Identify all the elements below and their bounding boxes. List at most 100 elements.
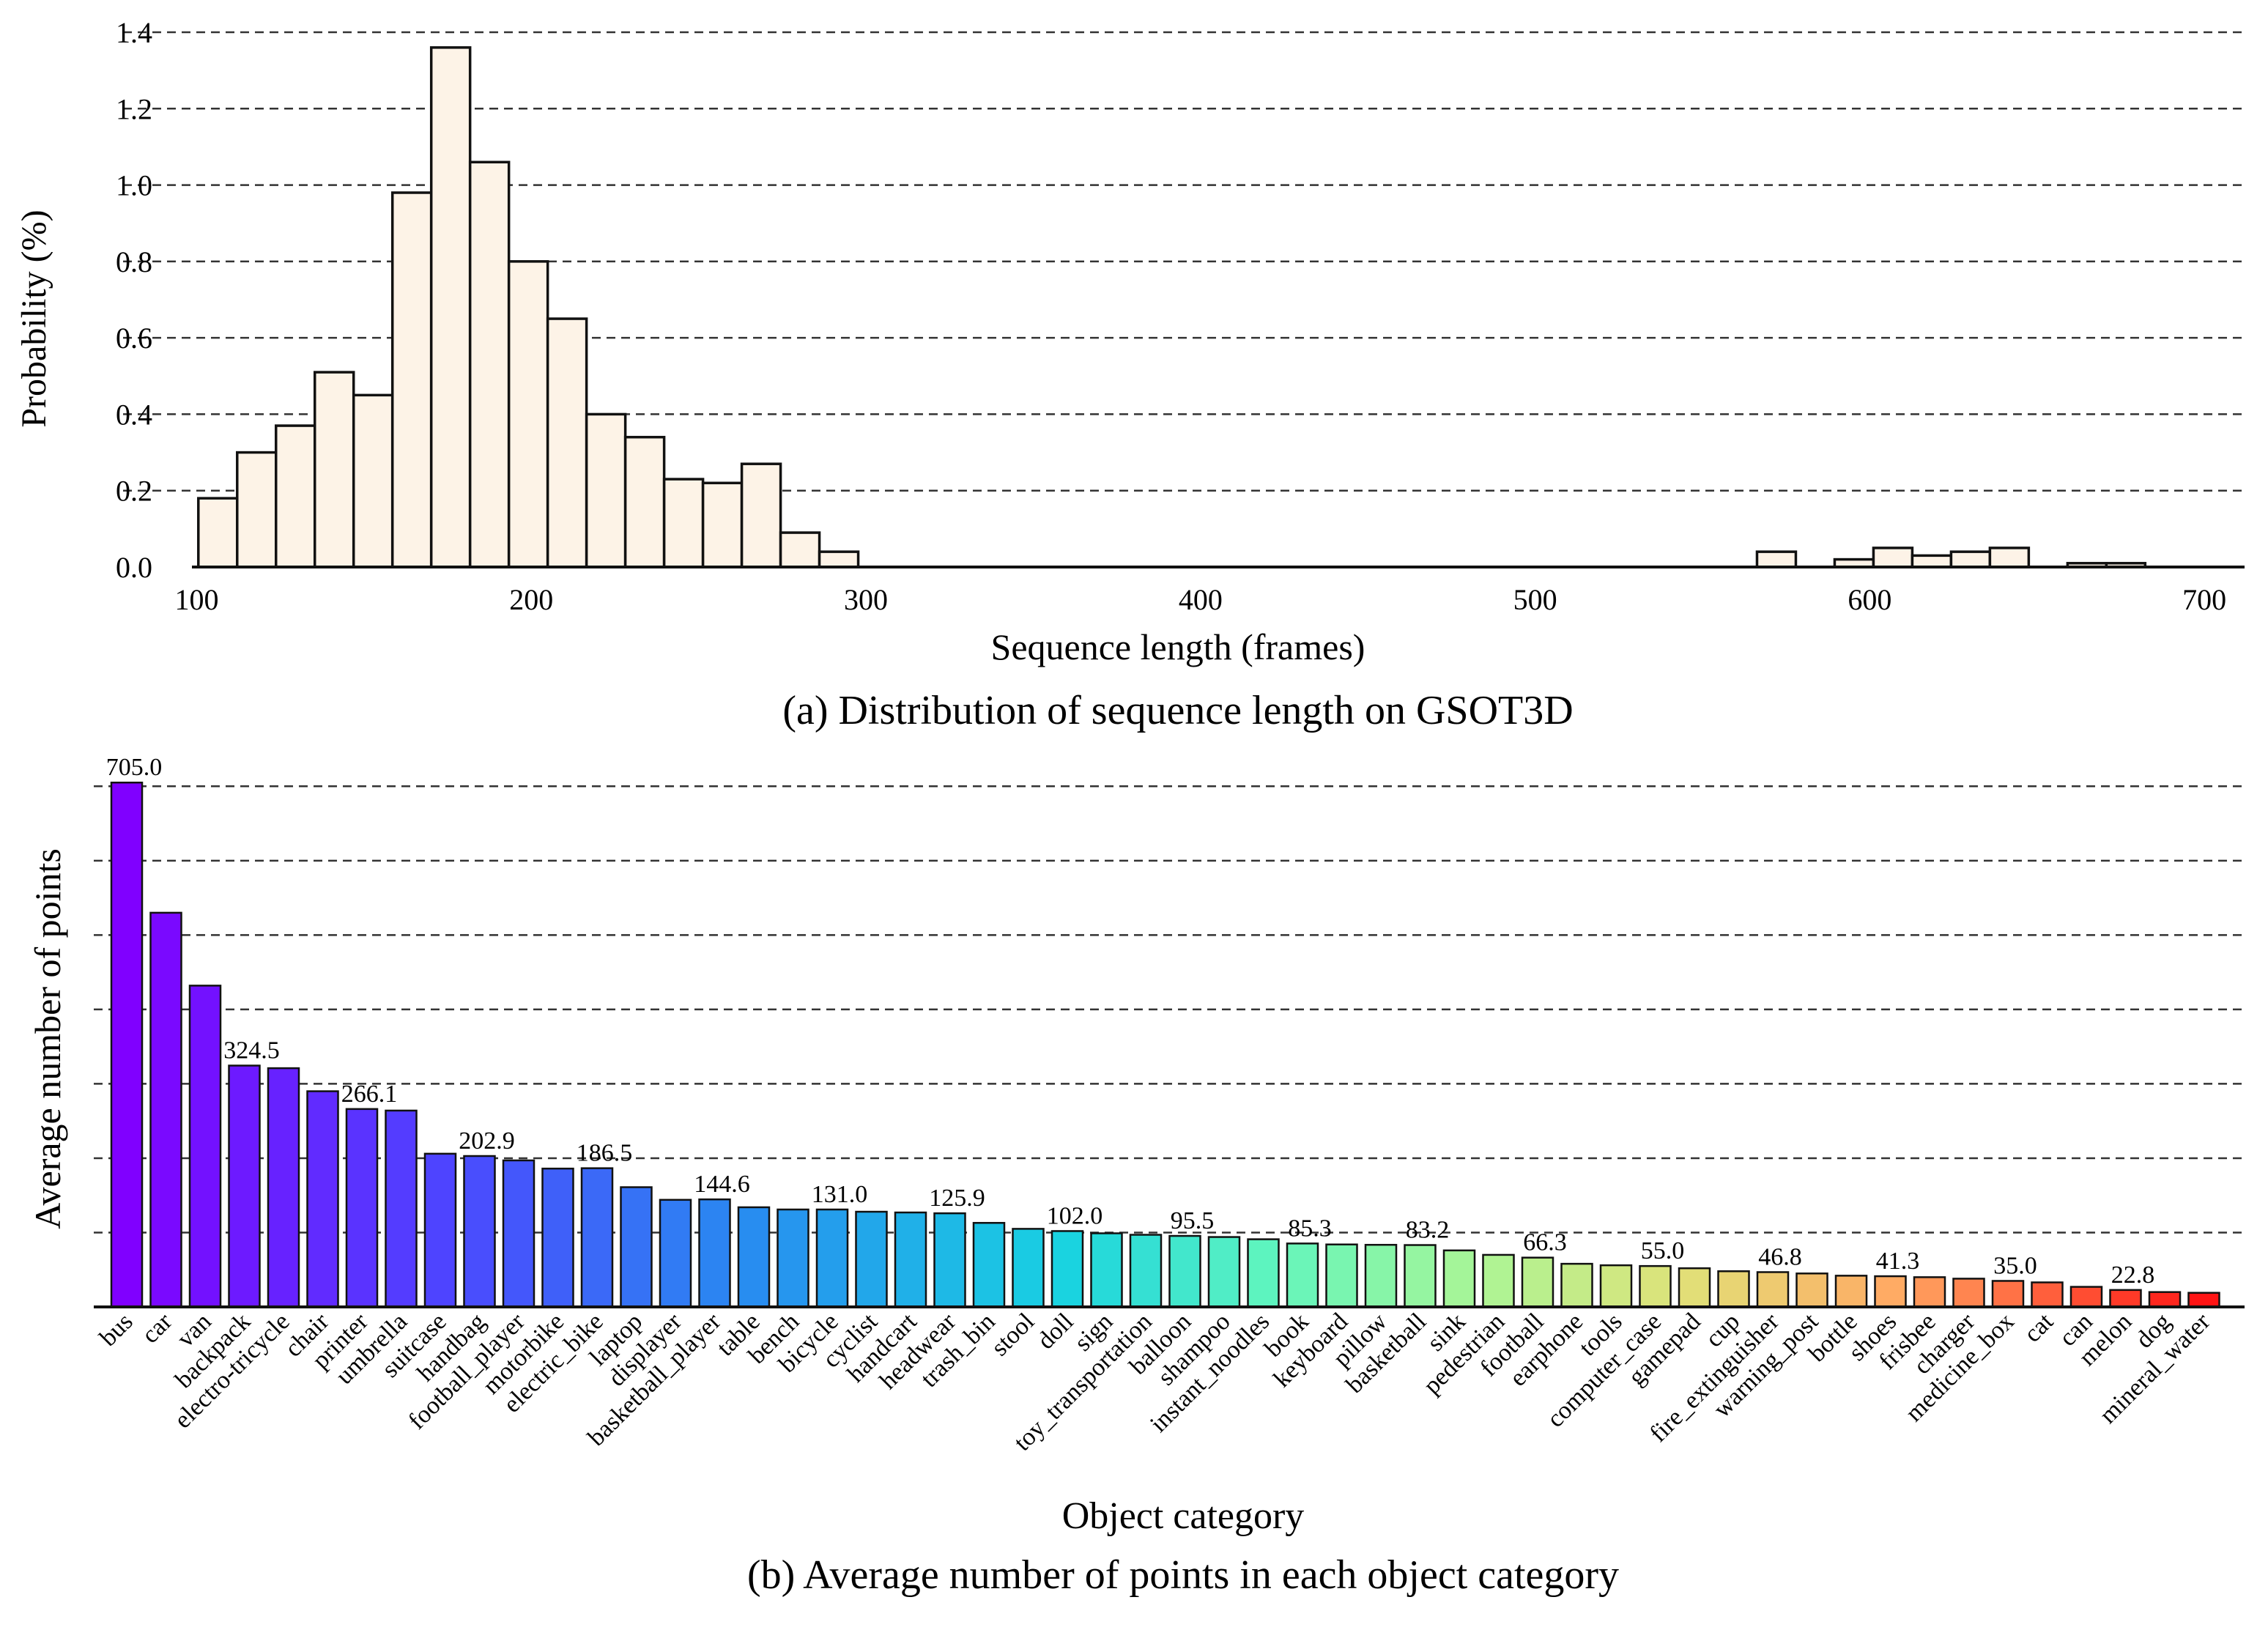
category-bar xyxy=(385,1109,418,1308)
panel-b-gridlines xyxy=(94,785,2245,1234)
bar-value-label: 266.1 xyxy=(341,1081,398,1108)
category-bar xyxy=(2187,1292,2220,1308)
bar-value-label: 125.9 xyxy=(929,1185,985,1212)
y-tick-label: 0.4 xyxy=(116,398,152,431)
category-bar xyxy=(659,1199,692,1308)
category-bar xyxy=(1560,1262,1593,1308)
y-tick-label: 1.4 xyxy=(116,16,152,49)
x-tick-label: 700 xyxy=(2182,583,2226,616)
histogram-bar xyxy=(546,317,588,568)
category-bar xyxy=(1286,1242,1319,1308)
histogram-bar xyxy=(352,393,394,568)
category-bar xyxy=(1050,1230,1084,1308)
panel-a-caption: (a) Distribution of sequence length on G… xyxy=(782,688,1573,733)
category-bar xyxy=(972,1222,1006,1308)
panel-a-y-axis-label: Probability (%) xyxy=(15,210,53,427)
histogram-bar xyxy=(507,260,549,568)
bar-value-label: 66.3 xyxy=(1523,1229,1567,1256)
panel-b-bars xyxy=(110,781,2220,1308)
bar-value-label: 102.0 xyxy=(1047,1202,1103,1229)
y-tick-label: 0.0 xyxy=(116,551,152,584)
category-bar xyxy=(1442,1249,1476,1308)
x-tick-label: 100 xyxy=(174,583,218,616)
histogram-bar xyxy=(1755,550,1798,568)
category-bar xyxy=(580,1167,614,1308)
category-bar xyxy=(1012,1228,1045,1308)
y-tick-label: 0.8 xyxy=(116,245,152,278)
bar-value-label: 131.0 xyxy=(812,1181,868,1208)
bar-value-label: 22.8 xyxy=(2111,1262,2155,1289)
bar-value-label: 144.6 xyxy=(694,1171,750,1198)
x-tick-label: 200 xyxy=(509,583,553,616)
category-bar xyxy=(1874,1275,1907,1308)
category-bar xyxy=(463,1155,496,1308)
bar-value-label: 83.2 xyxy=(1406,1217,1450,1244)
category-bar xyxy=(1678,1267,1711,1308)
category-bar xyxy=(1599,1264,1633,1308)
category-bar xyxy=(815,1208,849,1308)
panel-a-x-tick-labels: 100 200 300 400 500 600 700 xyxy=(174,583,2226,616)
category-bar xyxy=(110,781,144,1308)
category-bar xyxy=(855,1210,888,1308)
histogram-bar xyxy=(701,481,744,568)
category-bar xyxy=(1991,1280,2025,1308)
histogram-bar xyxy=(274,424,316,568)
category-bar xyxy=(345,1108,379,1308)
panel-a-y-tick-labels: 0.0 0.2 0.4 0.6 0.8 1.0 1.2 1.4 xyxy=(116,16,152,584)
category-bar xyxy=(1834,1275,1868,1308)
bar-value-label: 324.5 xyxy=(223,1037,280,1064)
x-tick-label: 500 xyxy=(1513,583,1557,616)
category-bar xyxy=(777,1208,809,1308)
panel-b-x-axis-label: Object category xyxy=(1062,1495,1305,1537)
histogram-bar xyxy=(197,497,239,568)
histogram-bar xyxy=(779,531,821,568)
bar-value-label: 55.0 xyxy=(1641,1237,1685,1264)
category-bar xyxy=(1129,1234,1163,1308)
y-tick-label: 0.2 xyxy=(116,475,152,508)
histogram-bar xyxy=(236,451,278,568)
histogram-bar xyxy=(468,160,511,568)
category-bar xyxy=(698,1198,731,1308)
category-bar xyxy=(502,1159,536,1308)
bar-value-label: 95.5 xyxy=(1171,1207,1215,1234)
category-bar xyxy=(1482,1253,1515,1308)
category-bar xyxy=(1756,1271,1790,1308)
category-bar xyxy=(1207,1236,1241,1308)
category-bar xyxy=(1364,1243,1398,1308)
histogram-bar xyxy=(1949,550,1992,568)
category-bar xyxy=(620,1186,653,1308)
histogram-bar xyxy=(1988,547,2031,568)
category-bar xyxy=(1168,1234,1201,1308)
histogram-bar xyxy=(818,550,860,568)
histogram-bar xyxy=(313,371,355,568)
x-tick-label: 300 xyxy=(844,583,888,616)
histogram-bar xyxy=(429,46,472,568)
category-bar xyxy=(1952,1278,1985,1308)
category-bar xyxy=(228,1064,261,1308)
category-bar xyxy=(1913,1276,1946,1308)
category-bar xyxy=(1796,1272,1828,1308)
category-bar xyxy=(2069,1286,2103,1308)
histogram-bar xyxy=(1911,554,1953,568)
category-bar xyxy=(933,1212,966,1308)
histogram-bar xyxy=(740,462,782,568)
x-tick-label: 600 xyxy=(1848,583,1891,616)
bar-value-label: 186.5 xyxy=(577,1140,633,1167)
histogram-bar xyxy=(662,478,705,568)
bar-value-label: 202.9 xyxy=(459,1127,515,1155)
category-bar xyxy=(2109,1289,2142,1308)
category-bar xyxy=(306,1090,339,1308)
panel-b-caption: (b) Average number of points in each obj… xyxy=(747,1552,1619,1598)
category-bar xyxy=(1639,1264,1672,1308)
panel-b-y-axis-label: Average number of points xyxy=(27,848,68,1229)
category-bar xyxy=(2031,1281,2064,1308)
category-bar xyxy=(1247,1238,1280,1308)
category-bar xyxy=(188,985,222,1308)
bar-value-label: 705.0 xyxy=(106,754,163,781)
category-bar xyxy=(1090,1232,1123,1308)
bar-value-label: 85.3 xyxy=(1288,1215,1332,1242)
histogram-bar xyxy=(585,412,627,568)
bar-value-label: 35.0 xyxy=(1993,1252,2037,1279)
category-bar xyxy=(737,1206,771,1308)
category-bar xyxy=(267,1067,300,1308)
